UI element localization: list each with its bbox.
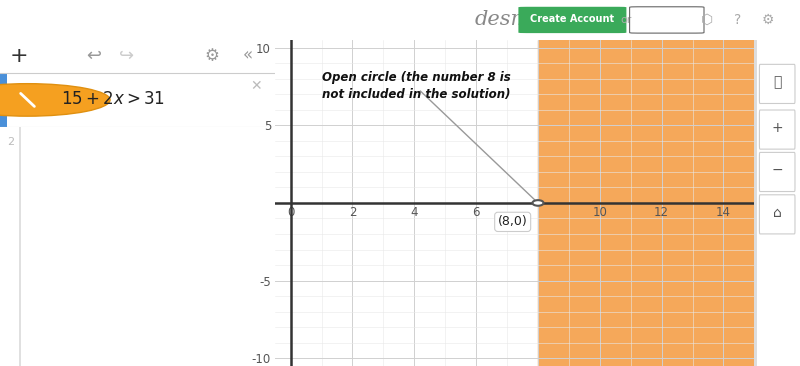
Bar [19, 127, 21, 366]
Text: ↪: ↪ [119, 47, 134, 65]
Text: ?: ? [734, 13, 742, 27]
FancyBboxPatch shape [759, 195, 795, 234]
Text: desmos: desmos [475, 11, 554, 29]
Text: ⌂: ⌂ [773, 206, 782, 220]
Text: +: + [771, 121, 783, 135]
FancyBboxPatch shape [759, 110, 795, 149]
FancyBboxPatch shape [759, 152, 795, 191]
Text: ✕: ✕ [250, 79, 262, 93]
Text: or: or [620, 15, 631, 25]
Text: Create Account: Create Account [530, 14, 614, 24]
Text: −: − [771, 163, 783, 178]
Text: «: « [242, 47, 253, 65]
Bar [754, 40, 757, 366]
Text: ⬡: ⬡ [701, 13, 714, 27]
FancyBboxPatch shape [518, 7, 626, 33]
Circle shape [0, 84, 110, 116]
FancyBboxPatch shape [759, 64, 795, 104]
Text: 2: 2 [7, 137, 14, 146]
Text: Untitled Graph: Untitled Graph [34, 12, 142, 27]
Text: +: + [10, 46, 29, 66]
Text: ≡: ≡ [10, 11, 26, 29]
Text: $15 + 2x > 31$: $15 + 2x > 31$ [61, 90, 165, 108]
Text: Open circle (the number 8 is
not included in the solution): Open circle (the number 8 is not include… [322, 71, 510, 101]
Text: ⚙: ⚙ [762, 13, 774, 27]
Text: 🔧: 🔧 [773, 75, 782, 89]
Circle shape [533, 200, 543, 206]
Bar [0, 73, 7, 127]
Text: (8,0): (8,0) [498, 215, 527, 228]
Text: Sign In: Sign In [647, 14, 686, 24]
Bar [538, 40, 800, 366]
Text: ⚙: ⚙ [205, 47, 219, 65]
Text: ↩: ↩ [86, 47, 101, 65]
